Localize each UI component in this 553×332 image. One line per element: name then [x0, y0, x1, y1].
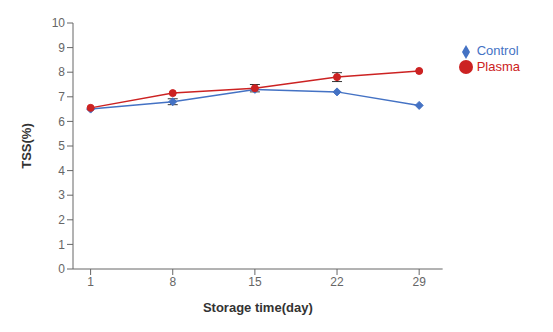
html-text:Plasma: Plasma: [476, 58, 520, 74]
svg-text:15: 15: [248, 275, 262, 289]
svg-text:10: 10: [52, 16, 66, 30]
svg-text:29: 29: [412, 275, 426, 289]
svg-text:4: 4: [58, 164, 65, 178]
svg-text:5: 5: [58, 139, 65, 153]
svg-text:Storage time(day): Storage time(day): [203, 300, 313, 315]
svg-text:TSS(%): TSS(%): [19, 123, 34, 169]
svg-text:6: 6: [58, 115, 65, 129]
html-text:Control: Control: [476, 43, 519, 58]
svg-text:22: 22: [330, 275, 344, 289]
svg-text:9: 9: [58, 41, 65, 55]
svg-text:0: 0: [58, 262, 65, 276]
svg-text:2: 2: [58, 213, 65, 227]
svg-text:1: 1: [58, 238, 65, 252]
svg-text:8: 8: [169, 275, 176, 289]
svg-text:8: 8: [58, 65, 65, 79]
svg-text:1: 1: [87, 275, 94, 289]
svg-text:3: 3: [58, 188, 65, 202]
svg-text:7: 7: [58, 90, 65, 104]
